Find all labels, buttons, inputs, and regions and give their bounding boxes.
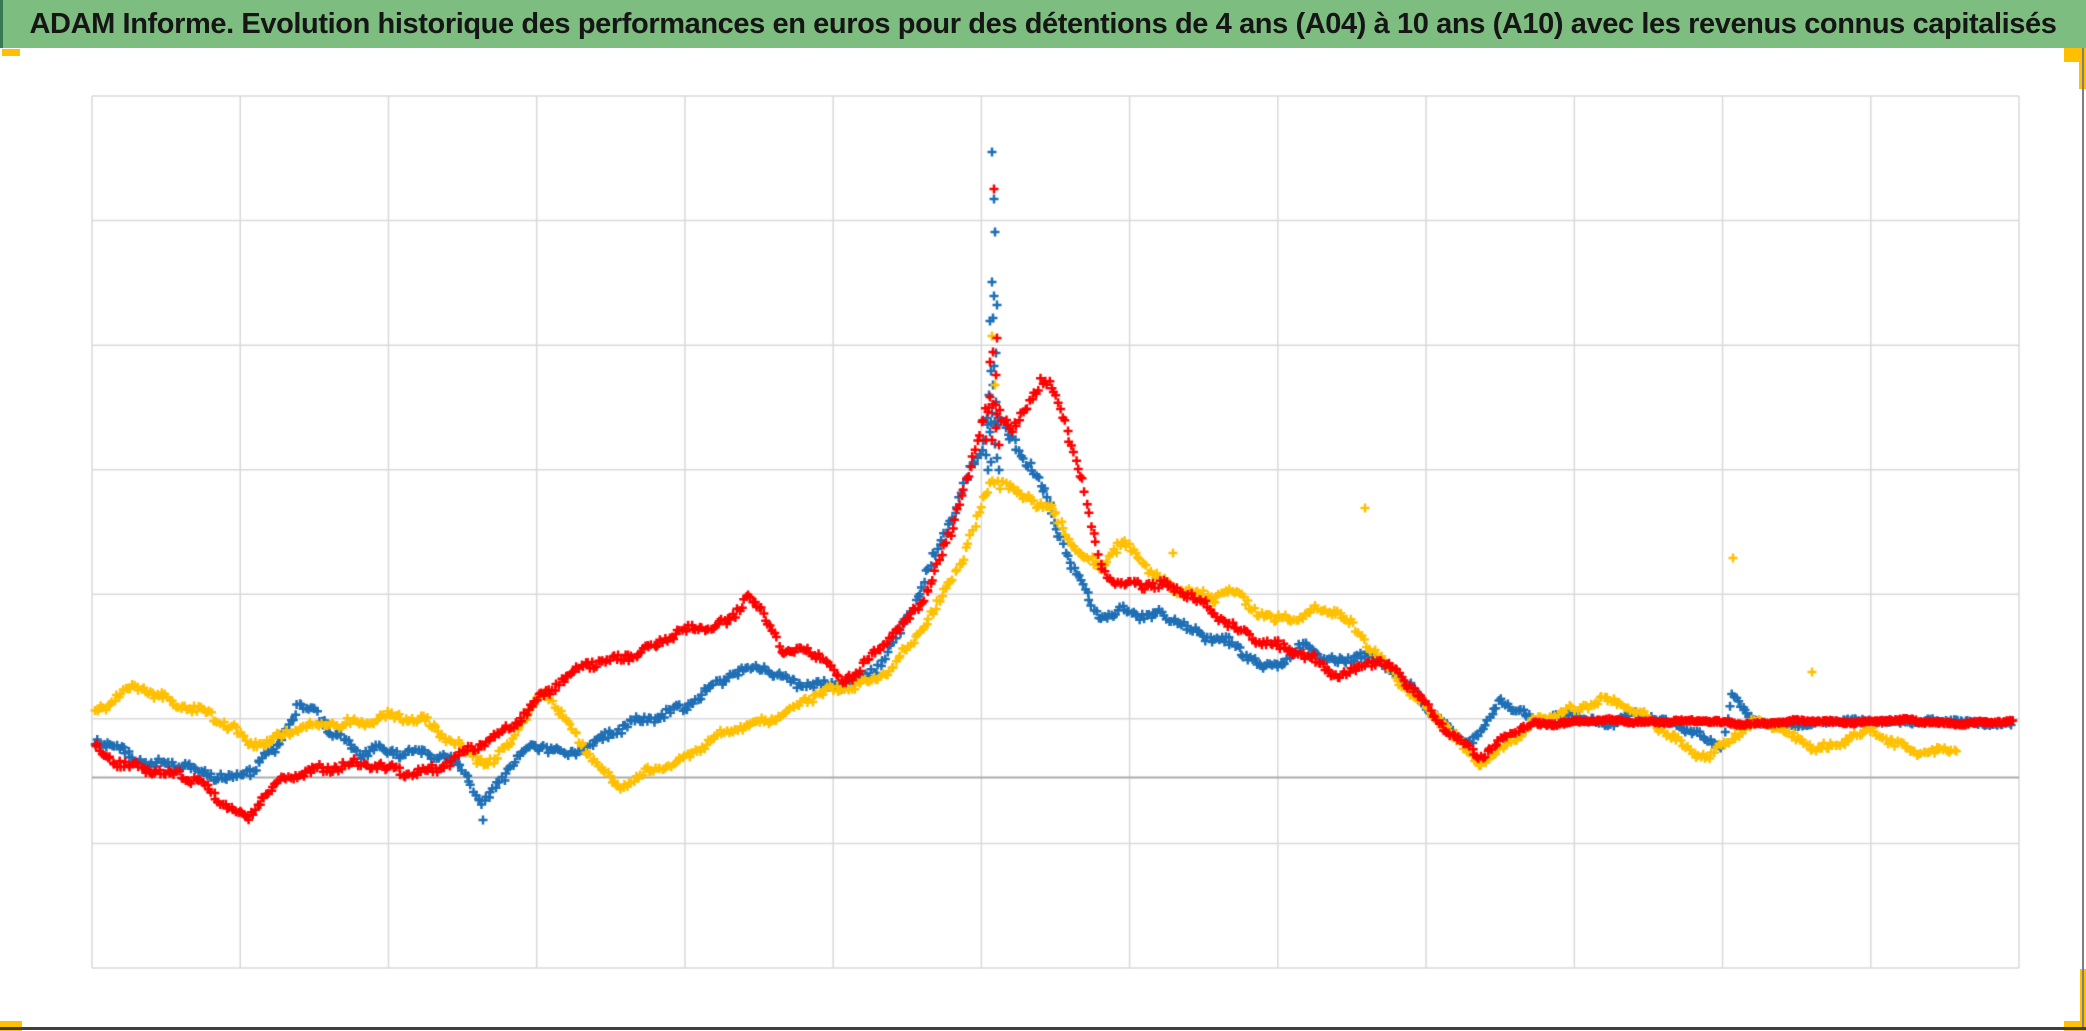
chart-title: ADAM Informe. Evolution historique des p…	[29, 7, 2057, 40]
chart-title-bar: ADAM Informe. Evolution historique des p…	[0, 0, 2086, 48]
yellow-corner-mark-top-right-h	[2064, 48, 2086, 62]
yellow-corner-mark-top-left	[2, 49, 20, 56]
frame-border-right	[2082, 48, 2084, 1029]
yellow-corner-mark-bottom-left	[0, 1021, 22, 1031]
title-bar-left-edge	[0, 0, 3, 48]
yellow-corner-mark-bottom-right-h	[2064, 1021, 2086, 1031]
frame-border-bottom	[0, 1027, 2086, 1030]
